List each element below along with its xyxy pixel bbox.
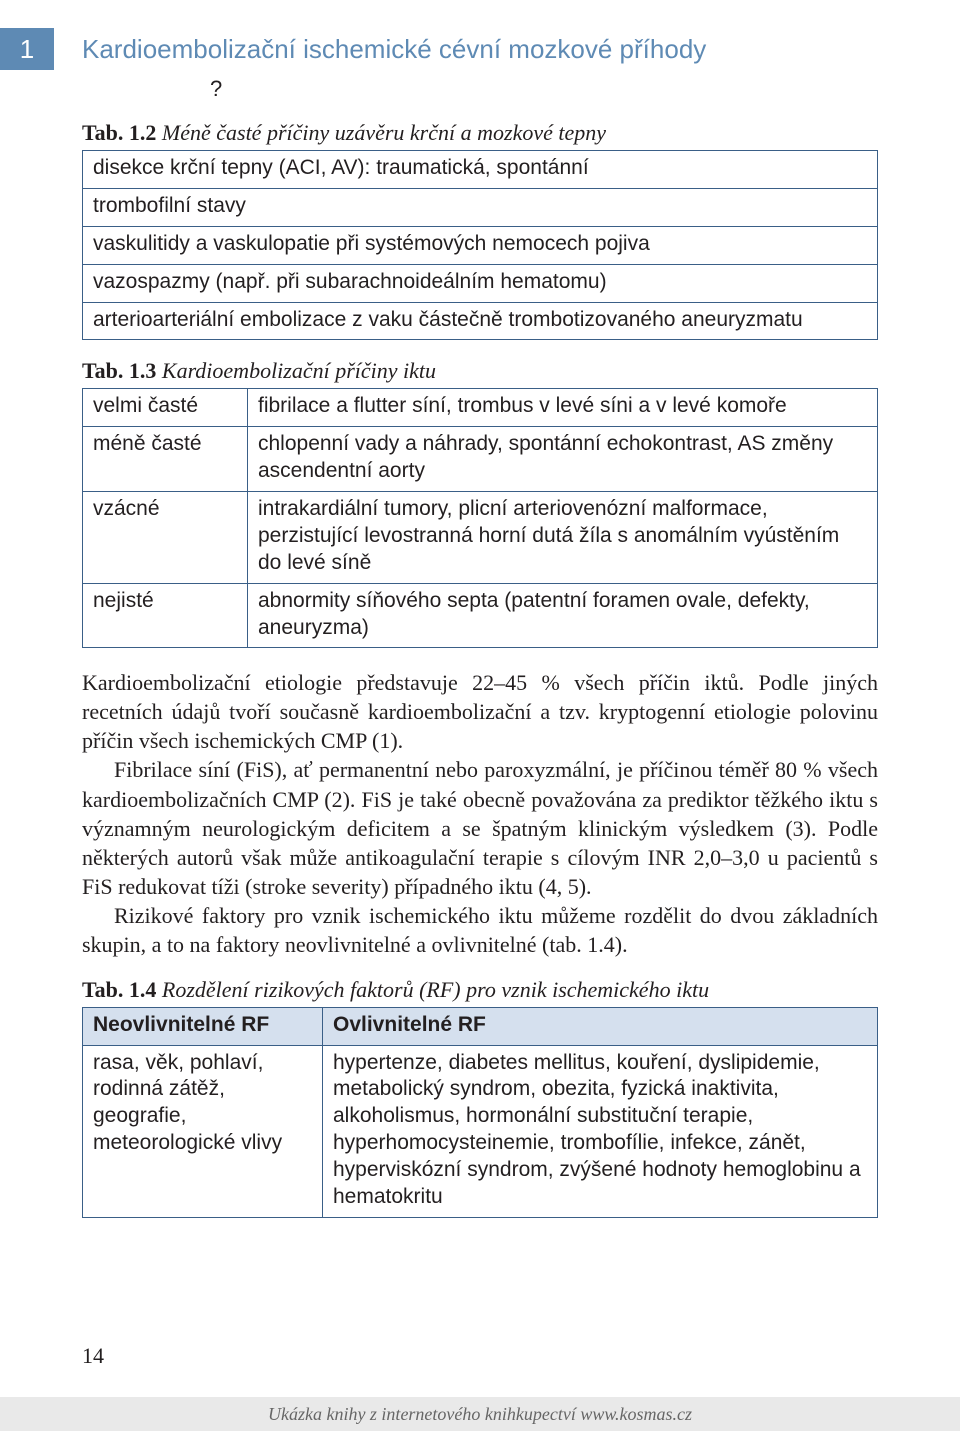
footer-bar: Ukázka knihy z internetového knihkupectv…: [0, 1397, 960, 1431]
table-row: trombofilní stavy: [83, 188, 878, 226]
table-row: méně časté chlopenní vady a náhrady, spo…: [83, 427, 878, 492]
caption-label: Tab. 1.4: [82, 977, 156, 1002]
table-cell-left: nejisté: [83, 583, 248, 648]
table-cell: disekce krční tepny (ACI, AV): traumatic…: [83, 151, 878, 189]
table-cell: vazospazmy (např. při subarachnoideálním…: [83, 264, 878, 302]
chapter-number-tab: 1: [0, 28, 54, 70]
table-row: vaskulitidy a vaskulopatie při systémový…: [83, 226, 878, 264]
table-row: vazospazmy (např. při subarachnoideálním…: [83, 264, 878, 302]
table-row: disekce krční tepny (ACI, AV): traumatic…: [83, 151, 878, 189]
paragraph: Fibrilace síní (FiS), ať permanentní neb…: [82, 755, 878, 900]
table-cell-left: vzácné: [83, 492, 248, 584]
body-text: Kardioembolizační etiologie představuje …: [82, 668, 878, 958]
table-cell-right: chlopenní vady a náhrady, spontánní echo…: [248, 427, 878, 492]
table-1-3: velmi časté fibrilace a flutter síní, tr…: [82, 388, 878, 648]
table-header-row: Neovlivnitelné RF Ovlivnitelné RF: [83, 1007, 878, 1045]
table-row: velmi časté fibrilace a flutter síní, tr…: [83, 389, 878, 427]
page-content: Tab. 1.2 Méně časté příčiny uzávěru krčn…: [0, 120, 960, 1218]
table-cell-right: hypertenze, diabetes mellitus, kouření, …: [323, 1045, 878, 1217]
page: 1 Kardioembolizační ischemické cévní moz…: [0, 28, 960, 1431]
caption-text: Kardioembolizační příčiny iktu: [156, 358, 436, 383]
table-1-2: disekce krční tepny (ACI, AV): traumatic…: [82, 150, 878, 340]
caption-text: Rozdělení rizikových faktorů (RF) pro vz…: [156, 977, 709, 1002]
paragraph: Rizikové faktory pro vznik ischemického …: [82, 901, 878, 959]
table-cell-right: fibrilace a flutter síní, trombus v levé…: [248, 389, 878, 427]
caption-label: Tab. 1.3: [82, 358, 156, 383]
table-1-4: Neovlivnitelné RF Ovlivnitelné RF rasa, …: [82, 1007, 878, 1218]
table-row: rasa, věk, pohlaví, rodinná zátěž, geogr…: [83, 1045, 878, 1217]
question-mark: ?: [210, 76, 960, 102]
table-row: vzácné intrakardiální tumory, plicní art…: [83, 492, 878, 584]
chapter-title: Kardioembolizační ischemické cévní mozko…: [82, 34, 706, 65]
table-cell: trombofilní stavy: [83, 188, 878, 226]
table-header-right: Ovlivnitelné RF: [323, 1007, 878, 1045]
table-row: nejisté abnormity síňového septa (patent…: [83, 583, 878, 648]
table-cell-left: rasa, věk, pohlaví, rodinná zátěž, geogr…: [83, 1045, 323, 1217]
caption-text: Méně časté příčiny uzávěru krční a mozko…: [156, 120, 606, 145]
table-cell-right: abnormity síňového septa (patentní foram…: [248, 583, 878, 648]
table-cell: vaskulitidy a vaskulopatie při systémový…: [83, 226, 878, 264]
caption-label: Tab. 1.2: [82, 120, 156, 145]
table-1-3-caption: Tab. 1.3 Kardioembolizační příčiny iktu: [82, 358, 878, 384]
page-number: 14: [82, 1343, 104, 1369]
table-cell-right: intrakardiální tumory, plicní arterioven…: [248, 492, 878, 584]
footer-text: Ukázka knihy z internetového knihkupectv…: [268, 1404, 692, 1425]
table-1-2-caption: Tab. 1.2 Méně časté příčiny uzávěru krčn…: [82, 120, 878, 146]
table-header-left: Neovlivnitelné RF: [83, 1007, 323, 1045]
table-row: arterioarteriální embolizace z vaku část…: [83, 302, 878, 340]
paragraph: Kardioembolizační etiologie představuje …: [82, 668, 878, 755]
table-cell-left: méně časté: [83, 427, 248, 492]
table-1-4-caption: Tab. 1.4 Rozdělení rizikových faktorů (R…: [82, 977, 878, 1003]
table-cell-left: velmi časté: [83, 389, 248, 427]
table-cell: arterioarteriální embolizace z vaku část…: [83, 302, 878, 340]
chapter-header: 1 Kardioembolizační ischemické cévní moz…: [0, 28, 960, 70]
